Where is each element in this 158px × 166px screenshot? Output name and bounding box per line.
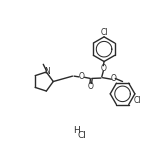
Text: O: O <box>111 74 117 83</box>
Text: N: N <box>44 68 50 77</box>
Text: Cl: Cl <box>134 96 142 105</box>
Text: O: O <box>87 82 93 91</box>
Text: Cl: Cl <box>100 28 108 37</box>
Text: O: O <box>100 64 106 73</box>
Text: H: H <box>73 126 80 135</box>
Text: Cl: Cl <box>77 131 86 140</box>
Text: O: O <box>79 72 85 81</box>
